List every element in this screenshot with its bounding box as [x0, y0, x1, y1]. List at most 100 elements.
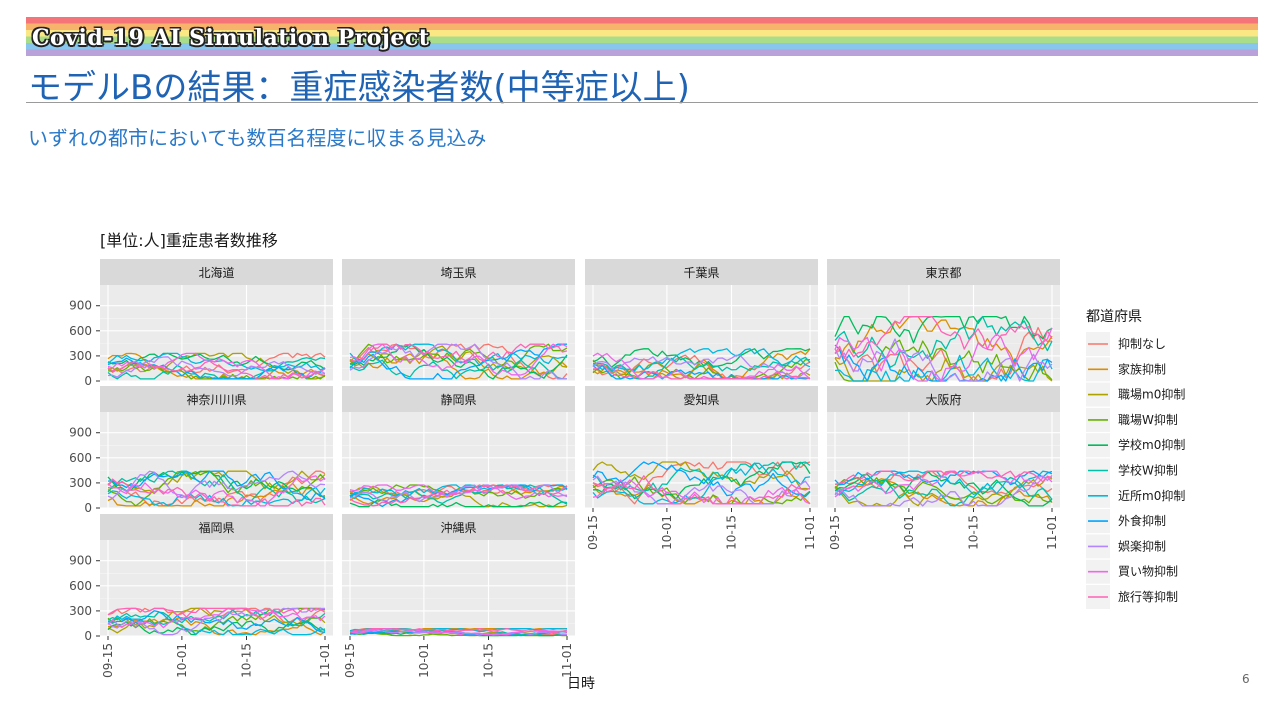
series-line — [834, 344, 1053, 382]
series-line — [107, 610, 326, 634]
panel-strip — [585, 386, 818, 412]
series-line — [834, 327, 1053, 382]
panel: 埼玉県 — [342, 259, 575, 382]
panel-strip — [100, 259, 333, 285]
panel-title: 大阪府 — [925, 392, 961, 407]
x-tick-label: 11-01 — [803, 515, 817, 550]
series-line — [592, 364, 811, 380]
y-tick-label: 900 — [69, 554, 92, 568]
legend-item: 抑制なし — [1086, 332, 1166, 356]
y-tick-label: 600 — [69, 324, 92, 338]
legend-item: 職場W抑制 — [1086, 407, 1178, 432]
panel-title: 北海道 — [198, 265, 234, 280]
series-line — [107, 607, 326, 620]
series-line — [107, 470, 326, 501]
series-line — [349, 631, 567, 637]
series-line — [107, 352, 326, 374]
panel: 大阪府 09-15 10-01 10-15 11-01 — [827, 386, 1060, 550]
series-line — [107, 616, 326, 636]
series-line — [349, 629, 567, 636]
panel-title: 静岡県 — [440, 393, 476, 407]
series-line — [349, 627, 568, 634]
series-line — [592, 348, 811, 373]
panel-strip — [827, 386, 1060, 412]
page-number: 6 — [1242, 672, 1250, 686]
panel-title: 福岡県 — [198, 520, 234, 535]
y-tick-label: 600 — [69, 579, 92, 593]
series-line — [592, 362, 811, 380]
x-tick-label: 10-01 — [417, 643, 431, 678]
series-line — [349, 343, 567, 380]
series-line — [107, 607, 326, 636]
panel-strip — [585, 259, 818, 285]
panel-strip — [100, 386, 333, 412]
legend-label: 外食抑制 — [1118, 513, 1166, 528]
x-tick-label: 10-15 — [967, 515, 981, 550]
series-line — [107, 486, 326, 507]
series-line — [349, 484, 568, 499]
series-line — [107, 356, 326, 378]
legend-label: 旅行等抑制 — [1118, 589, 1178, 604]
panel-strip — [342, 259, 575, 285]
panel: 東京都 — [827, 259, 1060, 382]
x-tick-label: 11-01 — [318, 643, 332, 678]
series-line — [834, 476, 1053, 507]
legend-label: 娯楽抑制 — [1118, 538, 1166, 553]
legend-title: 都道府県 — [1086, 309, 1142, 325]
y-tick-label: 0 — [84, 501, 92, 515]
legend-label: 学校m0抑制 — [1118, 437, 1185, 452]
panel-title: 愛知県 — [683, 393, 719, 407]
legend: 都道府県抑制なし家族抑制職場m0抑制職場W抑制学校m0抑制学校W抑制近所m0抑制… — [1086, 309, 1185, 609]
series-line — [834, 470, 1053, 488]
x-tick-label: 10-15 — [240, 643, 254, 678]
x-tick-label: 10-15 — [482, 643, 496, 678]
panel-title: 埼玉県 — [440, 266, 476, 280]
series-line — [107, 352, 326, 371]
legend-label: 職場W抑制 — [1118, 412, 1178, 427]
panel-strip — [342, 514, 575, 540]
series-line — [834, 315, 1053, 359]
panel: 北海道 0 300 600 900 — [69, 259, 333, 388]
legend-item: 学校W抑制 — [1086, 458, 1178, 483]
series-line — [107, 352, 326, 380]
series-line — [349, 499, 568, 508]
series-line — [349, 343, 567, 380]
y-tick-label: 300 — [69, 349, 92, 363]
y-tick-label: 0 — [84, 374, 92, 388]
series-line — [834, 338, 1053, 382]
y-tick-label: 900 — [69, 299, 92, 313]
series-line — [349, 343, 568, 380]
legend-item: 家族抑制 — [1086, 357, 1166, 382]
project-title: Covid-19 AI Simulation Project — [32, 25, 430, 51]
series-line — [592, 462, 811, 505]
panel: 静岡県 — [342, 386, 575, 509]
y-tick-label: 300 — [69, 476, 92, 490]
y-tick-label: 0 — [84, 629, 92, 643]
series-line — [592, 348, 811, 368]
x-axis-title: 日時 — [567, 676, 595, 692]
x-tick-label: 09-15 — [343, 643, 357, 678]
series-line — [592, 352, 811, 380]
legend-item: 旅行等抑制 — [1086, 585, 1178, 609]
series-line — [834, 315, 1053, 344]
y-tick-label: 600 — [69, 451, 92, 465]
y-tick-label: 300 — [69, 604, 92, 618]
rainbow-banner — [26, 17, 1258, 56]
series-line — [349, 484, 568, 507]
series-line — [834, 470, 1053, 507]
title-divider — [26, 102, 1258, 103]
panel-strip — [342, 386, 575, 412]
series-line — [107, 360, 326, 380]
series-line — [834, 315, 1053, 368]
slide-title: モデルBの結果：重症感染者数(中等症以上) — [28, 68, 690, 108]
series-line — [349, 343, 568, 376]
series-line — [107, 470, 326, 495]
series-line — [349, 343, 568, 362]
panel-plot-area — [342, 412, 575, 508]
panel-strip — [827, 259, 1060, 285]
legend-label: 職場m0抑制 — [1118, 387, 1185, 402]
legend-label: 家族抑制 — [1118, 361, 1166, 376]
series-line — [107, 352, 326, 380]
x-tick-label: 11-01 — [560, 643, 574, 678]
legend-label: 学校W抑制 — [1118, 463, 1178, 478]
